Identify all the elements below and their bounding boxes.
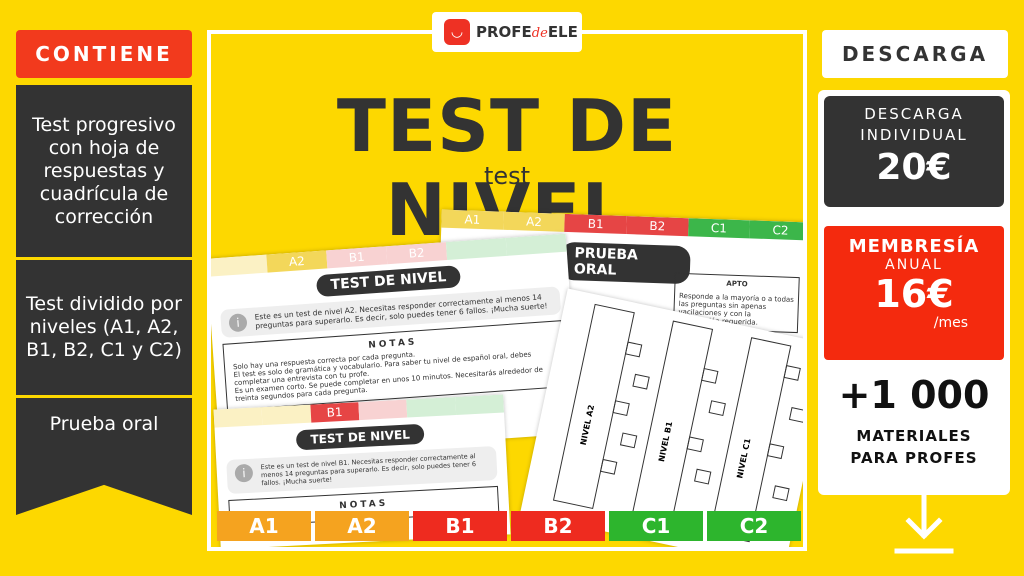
level-a2: A2 xyxy=(315,511,409,541)
descarga-header: DESCARGA xyxy=(822,30,1008,78)
grid-label: NIVEL C1 xyxy=(735,437,752,479)
download-arrow-icon[interactable] xyxy=(893,495,955,557)
feature-item: Test dividido por niveles (A1, A2, B1, B… xyxy=(26,293,182,361)
logo-text: ELE xyxy=(547,23,578,41)
apto-header: APTO xyxy=(726,279,748,289)
correction-grid-sheet: NIVEL A2 NIVEL B1 NIVEL C1 xyxy=(520,288,803,547)
profe-de-ele-logo[interactable]: ◡ PROFEdeELE xyxy=(432,12,582,52)
membership-price: 16€ xyxy=(874,272,954,316)
level-tab: A1 xyxy=(441,209,504,230)
materials-count: +1 000 xyxy=(838,373,990,417)
features-panel: Test progresivo con hoja de respuestas y… xyxy=(16,85,192,515)
materials-label: MATERIALES PARA PROFES xyxy=(850,427,978,467)
individual-price: 20€ xyxy=(876,147,952,188)
materials-info: +1 000 MATERIALES PARA PROFES xyxy=(824,365,1004,490)
level-c2: C2 xyxy=(707,511,801,541)
level-tab: B1 xyxy=(326,246,388,269)
divider xyxy=(16,257,192,260)
level-tab: B2 xyxy=(386,242,448,265)
membership-unit: /mes xyxy=(933,315,968,331)
sheet-title: TEST DE NIVEL xyxy=(296,423,425,451)
feature-item: Test progresivo con hoja de respuestas y… xyxy=(32,113,176,228)
level-tab: B1 xyxy=(564,213,627,235)
level-b2: B2 xyxy=(511,511,605,541)
sheet-title: TEST DE NIVEL xyxy=(315,265,462,298)
level-b1: B1 xyxy=(413,511,507,541)
oral-title: PRUEBA ORAL xyxy=(559,241,691,285)
product-subtitle: test xyxy=(483,162,531,190)
membership-option[interactable]: MEMBRESÍA ANUAL 16€ /mes xyxy=(824,226,1004,360)
level-tab: C2 xyxy=(749,220,803,241)
level-tab: B1 xyxy=(310,402,360,423)
level-tab: C1 xyxy=(687,218,751,239)
feature-item: Prueba oral xyxy=(49,412,159,435)
level-bar: A1 A2 B1 B2 C1 C2 xyxy=(217,511,801,541)
membership-label: MEMBRESÍA xyxy=(848,236,980,257)
level-tab: B2 xyxy=(626,216,689,237)
correction-grid: NIVEL A2 NIVEL B1 NIVEL C1 xyxy=(552,303,803,543)
contiene-header: CONTIENE xyxy=(16,30,192,78)
grid-label: NIVEL B1 xyxy=(657,420,674,462)
level-a1: A1 xyxy=(217,511,311,541)
individual-download-option[interactable]: DESCARGA INDIVIDUAL 20€ xyxy=(824,96,1004,207)
grid-label: NIVEL A2 xyxy=(579,404,596,446)
info-box: Este es un test de nivel B1. Necesitas r… xyxy=(226,445,498,495)
smiley-logo-icon: ◡ xyxy=(444,19,470,45)
membership-period: ANUAL xyxy=(885,257,943,273)
logo-text: PROFE xyxy=(476,23,532,41)
divider xyxy=(16,395,192,398)
level-tab: A2 xyxy=(502,211,566,232)
individual-label: DESCARGA INDIVIDUAL xyxy=(860,105,968,144)
product-preview: TEST DE NIVEL test A1 A2 B1 B2 C1 C2 PRU… xyxy=(207,30,807,551)
level-c1: C1 xyxy=(609,511,703,541)
logo-text: de xyxy=(531,26,548,41)
level-tab: A2 xyxy=(266,250,328,273)
